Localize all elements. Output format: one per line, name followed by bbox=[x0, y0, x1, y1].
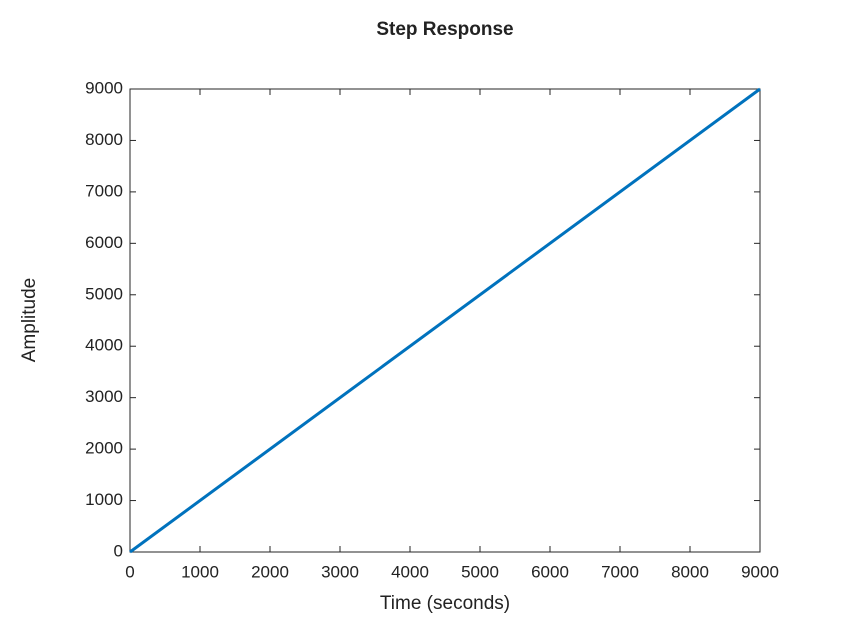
x-tick-label: 5000 bbox=[461, 562, 499, 581]
y-tick-label: 7000 bbox=[85, 181, 123, 200]
y-tick-label: 6000 bbox=[85, 233, 123, 252]
y-axis-label: Amplitude bbox=[19, 278, 40, 363]
y-tick-label: 2000 bbox=[85, 439, 123, 458]
x-tick-label: 2000 bbox=[251, 562, 289, 581]
plot-box bbox=[129, 88, 761, 553]
y-tick-label: 5000 bbox=[85, 284, 123, 303]
x-tick-label: 0 bbox=[125, 562, 134, 581]
y-tick-label: 1000 bbox=[85, 490, 123, 509]
y-tick-label: 3000 bbox=[85, 387, 123, 406]
x-tick-label: 7000 bbox=[601, 562, 639, 581]
x-tick-label: 1000 bbox=[181, 562, 219, 581]
y-tick-label: 0 bbox=[114, 541, 123, 560]
x-tick-label: 4000 bbox=[391, 562, 429, 581]
y-tick-label: 9000 bbox=[85, 78, 123, 97]
x-tick-label: 9000 bbox=[741, 562, 779, 581]
chart-title: Step Response bbox=[376, 19, 513, 40]
x-tick-label: 6000 bbox=[531, 562, 569, 581]
x-tick-label: 3000 bbox=[321, 562, 359, 581]
y-tick-label: 8000 bbox=[85, 130, 123, 149]
series-line bbox=[129, 87, 761, 554]
x-axis-label: Time (seconds) bbox=[380, 593, 510, 614]
y-tick-label: 4000 bbox=[85, 336, 123, 355]
x-tick-label: 8000 bbox=[671, 562, 709, 581]
